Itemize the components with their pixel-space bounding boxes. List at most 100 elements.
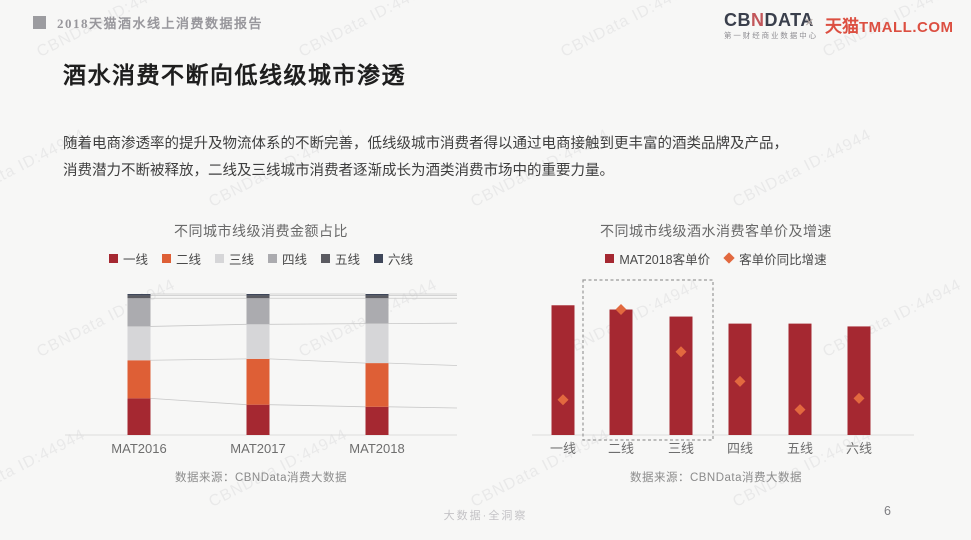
stacked-bar-segment (127, 398, 151, 435)
legend-item: 客单价同比增速 (723, 249, 827, 268)
legend-item: 三线 (214, 249, 254, 268)
category-label: MAT2017 (230, 441, 285, 456)
category-label: 一线 (550, 441, 576, 456)
price-bar (847, 326, 871, 435)
stacked-bar-segment (127, 360, 151, 399)
left-chart-plot: MAT2016 MAT2017 MAT2018 (65, 293, 457, 456)
legend-label: 二线 (175, 252, 201, 267)
legend-label: MAT2018客单价 (619, 252, 711, 267)
tmall-logo: 天猫TMALL.COM (825, 12, 953, 37)
right-chart-plot: 一线 二线 三线 四线 五线 六线 (532, 279, 914, 456)
stacked-bar-segment (365, 298, 389, 324)
connector-line (150, 323, 247, 327)
stacked-bar-segment (246, 295, 270, 299)
tmall-cn-text: 天猫 (825, 17, 859, 36)
stacked-bar-segment (246, 294, 270, 296)
legend-item: MAT2018客单价 (605, 249, 710, 268)
stacked-bar-segment (246, 298, 270, 325)
stacked-bar-segment (365, 406, 389, 435)
left-chart-legend: 一线 二线 三线 四线 五线 六线 (65, 249, 457, 268)
header-square-bullet-icon (33, 16, 46, 29)
growth-diamond-marker (734, 375, 746, 387)
stacked-bar-segment (246, 404, 270, 435)
connector-line (388, 406, 457, 409)
legend-label: 四线 (282, 252, 308, 267)
legend-square-icon (268, 253, 277, 263)
legend-square-icon (605, 253, 615, 263)
stacked-share-chart: 不同城市线级消费金额占比 一线 二线 三线 四线 五线 六线 MAT2016 MAT2017… (65, 221, 457, 485)
legend-square-icon (374, 253, 384, 263)
legend-label: 一线 (122, 252, 148, 267)
legend-label: 三线 (228, 252, 254, 267)
connector-line (150, 397, 247, 406)
stacked-bar-segment (365, 295, 389, 299)
highlight-dashed-box (582, 279, 714, 441)
cbn-suffix: DATA (764, 10, 814, 30)
stacked-bar-segment (365, 294, 389, 296)
category-label: MAT2018 (349, 441, 404, 456)
price-bar (609, 309, 633, 435)
category-label: 五线 (787, 441, 813, 456)
cbndata-logo-text: CBNDATA (724, 11, 818, 29)
legend-label: 客单价同比增速 (739, 252, 827, 267)
intro-paragraph: 随着电商渗透率的提升及物流体系的不断完善，低线级城市消费者得以通过电商接触到更丰… (63, 131, 923, 185)
legend-label: 五线 (335, 252, 361, 267)
left-chart-title: 不同城市线级消费金额占比 (174, 223, 348, 239)
intro-paragraph-line1: 随着电商渗透率的提升及物流体系的不断完善，低线级城市消费者得以通过电商接触到更丰… (63, 136, 788, 152)
right-chart-legend: MAT2018客单价 客单价同比增速 (516, 249, 916, 268)
report-title: 2018天猫酒水线上消费数据报告 (57, 16, 264, 31)
stacked-bar-segment (127, 298, 151, 327)
tmall-en-text: TMALL.COM (859, 19, 954, 36)
right-chart-title: 不同城市线级酒水消费客单价及增速 (600, 223, 832, 239)
legend-square-icon (214, 253, 224, 263)
stacked-bar-segment (246, 358, 270, 405)
legend-label: 六线 (388, 252, 414, 267)
connector-line (150, 358, 247, 361)
connector-line (269, 358, 366, 364)
connector-line (269, 323, 366, 325)
watermark-text: CBNData ID:44944 (296, 0, 441, 61)
legend-item: 五线 (321, 249, 360, 268)
growth-diamond-marker (557, 394, 569, 406)
cbndata-logo: CBNDATA 第一财经商业数据中心 (724, 11, 818, 40)
legend-item: 一线 (108, 249, 148, 268)
stacked-bar-segment (246, 324, 270, 359)
legend-square-icon (321, 253, 331, 263)
category-label: 六线 (846, 441, 872, 456)
legend-item: 二线 (161, 249, 201, 268)
category-label: 三线 (668, 441, 694, 456)
category-label: 四线 (727, 441, 753, 456)
growth-diamond-marker (794, 404, 806, 416)
growth-diamond-marker (853, 392, 865, 404)
footer-slogan: 大数据·全洞察 (443, 510, 528, 522)
cbn-prefix: CB (724, 10, 751, 30)
growth-diamond-marker (675, 346, 687, 358)
legend-item: 四线 (268, 249, 307, 268)
watermark-text: CBNData ID:44944 (558, 0, 703, 61)
price-bar (551, 305, 575, 435)
growth-diamond-marker (615, 304, 627, 316)
legend-item: 六线 (374, 249, 413, 268)
page-number: 6 (884, 504, 891, 518)
legend-diamond-icon (723, 252, 735, 264)
cbndata-logo-subtitle: 第一财经商业数据中心 (724, 31, 818, 40)
right-chart-source: 数据来源：CBNData消费大数据 (629, 472, 803, 484)
cbn-n-mark-icon: N (751, 10, 765, 30)
left-chart-source: 数据来源：CBNData消费大数据 (174, 472, 348, 484)
price-bar (788, 323, 812, 435)
stacked-bar-segment (127, 326, 151, 361)
intro-paragraph-line2: 消费潜力不断被释放，二线及三线城市消费者逐渐成长为酒类消费市场中的重要力量。 (63, 163, 614, 179)
category-label: 二线 (608, 441, 634, 456)
price-bar (669, 316, 693, 435)
legend-square-icon (161, 253, 171, 263)
connector-line (269, 404, 366, 408)
stacked-bar-segment (127, 295, 151, 299)
stacked-bar-segment (365, 363, 389, 407)
legend-square-icon (108, 253, 118, 263)
stacked-bar-segment (365, 323, 389, 364)
stacked-bar-segment (127, 294, 151, 296)
connector-line (388, 362, 457, 366)
logo-cross-icon: × (805, 14, 814, 31)
page-title: 酒水消费不断向低线级城市渗透 (63, 62, 406, 88)
